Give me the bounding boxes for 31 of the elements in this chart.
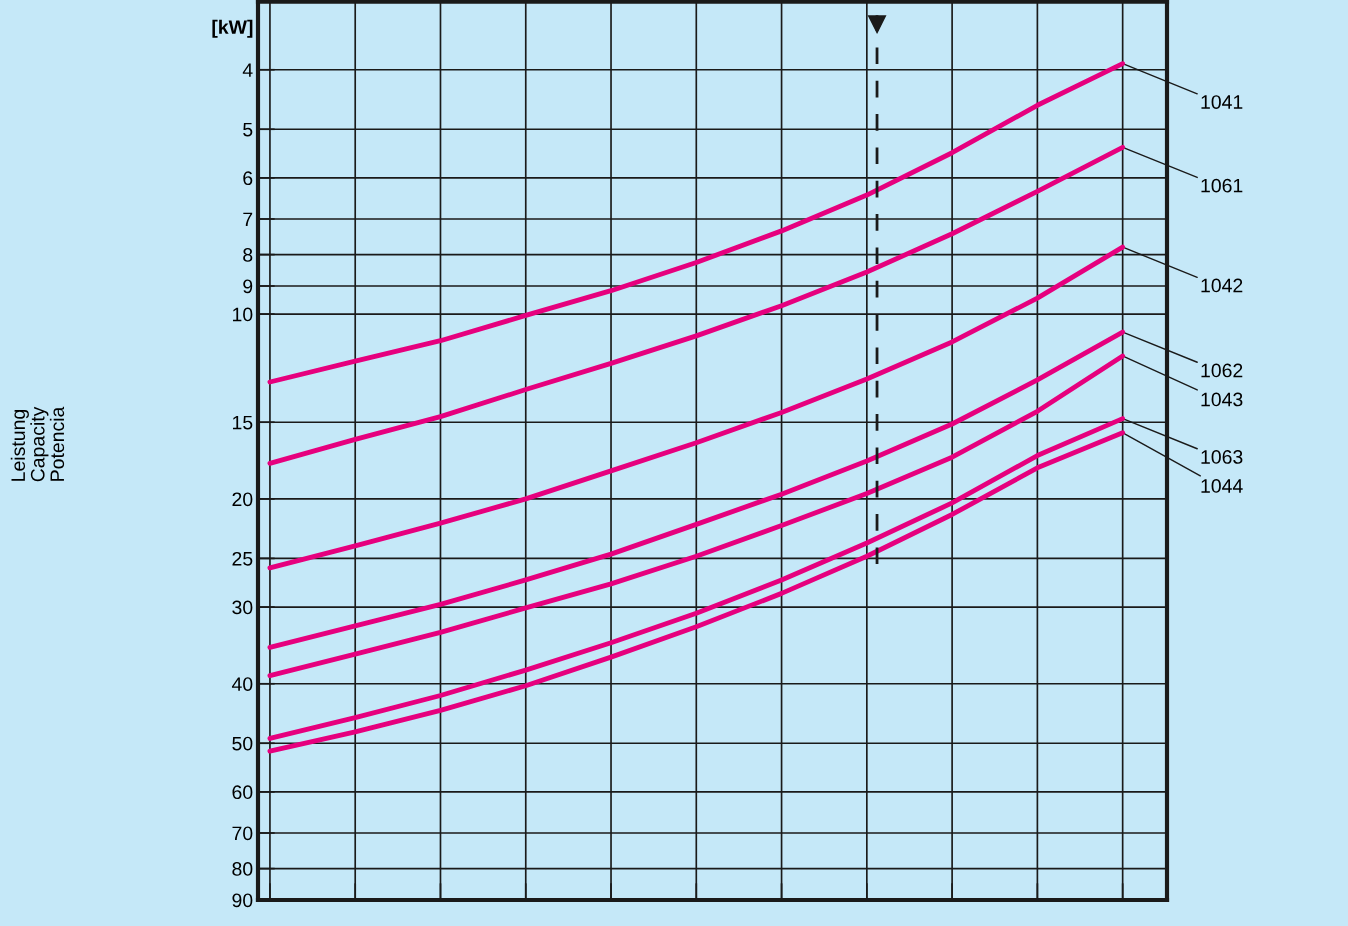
y-tick-label: 40 — [231, 677, 253, 691]
line-series — [267, 244, 1126, 571]
line-series — [267, 61, 1126, 385]
line-series — [267, 144, 1126, 466]
text: Leistung Capacity Potencia — [10, 406, 65, 482]
y-tick-label: 80 — [232, 862, 253, 876]
y-tick-label: 7 — [243, 212, 253, 227]
text: 1061 — [1201, 178, 1243, 193]
text: [kW] — [212, 19, 253, 38]
text: 1044 — [1201, 479, 1243, 493]
y-tick-label: 70 — [232, 826, 253, 841]
y-tick-label: 8 — [243, 248, 253, 262]
y-tick-label: 20 — [232, 492, 253, 507]
y-tick-label: 5 — [243, 122, 253, 137]
text: 1063 — [1201, 450, 1243, 464]
y-tick-label: 4 — [242, 63, 253, 77]
line-series — [267, 329, 1126, 650]
y-tick-label: 10 — [233, 307, 253, 322]
y-tick-label: 50 — [232, 736, 253, 751]
y-tick-label: 30 — [232, 600, 253, 615]
y-tick-label: 6 — [243, 171, 253, 186]
y-tick-label: 25 — [232, 551, 253, 566]
y-tick-label: 9 — [243, 279, 253, 294]
text: 1042 — [1201, 278, 1243, 293]
text: 1062 — [1201, 363, 1243, 378]
y-tick-label: 60 — [232, 785, 253, 800]
text: 1041 — [1201, 95, 1243, 109]
line-series — [267, 353, 1126, 679]
y-tick-label: 90 — [232, 893, 253, 908]
text: 1043 — [1201, 392, 1243, 407]
y-tick-label: 15 — [233, 415, 253, 430]
